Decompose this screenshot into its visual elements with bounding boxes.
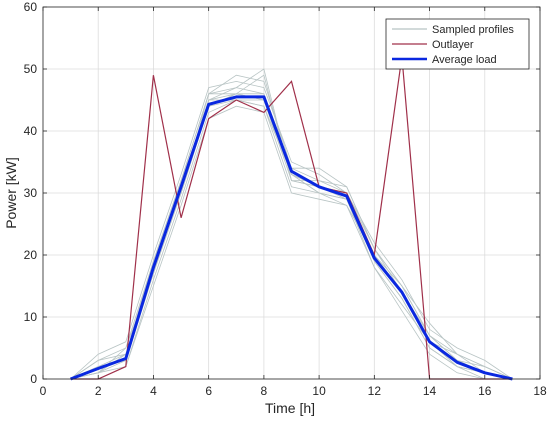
tick-labels: 0 2 4 6 8 10 12 14 16 18 0 10 20 30 40 50 60 xyxy=(24,0,547,398)
legend: Sampled profiles Outlayer Average load xyxy=(385,18,530,70)
y-tick-label: 0 xyxy=(30,372,37,386)
x-tick-label: 0 xyxy=(40,384,47,398)
y-tick-label: 50 xyxy=(24,62,38,76)
sampled-profile-line xyxy=(70,99,513,380)
x-axis-label: Time [h] xyxy=(265,400,315,416)
sampled-profile-line xyxy=(70,105,513,380)
sampled-profile-line xyxy=(70,99,513,380)
y-tick-label: 30 xyxy=(24,186,38,200)
average-load-line xyxy=(70,95,513,381)
x-tick-label: 8 xyxy=(261,384,268,398)
x-tick-label: 10 xyxy=(312,384,326,398)
x-tick-label: 4 xyxy=(150,384,157,398)
x-tick-label: 2 xyxy=(95,384,102,398)
x-tick-label: 14 xyxy=(423,384,437,398)
x-tick-label: 16 xyxy=(478,384,492,398)
legend-label-sampled-profiles: Sampled profiles xyxy=(432,24,514,36)
sampled-profiles-lines xyxy=(70,68,513,380)
sampled-profile-line xyxy=(70,99,513,380)
y-tick-label: 60 xyxy=(24,0,38,14)
y-axis-label: Power [kW] xyxy=(3,157,19,229)
x-tick-label: 12 xyxy=(368,384,382,398)
sampled-profile-line xyxy=(70,80,513,380)
legend-label-outlayer: Outlayer xyxy=(432,39,474,51)
legend-label-average-load: Average load xyxy=(432,54,497,66)
axes xyxy=(42,6,541,380)
y-tick-label: 20 xyxy=(24,248,38,262)
sampled-profile-line xyxy=(70,93,513,380)
sampled-profile-line xyxy=(70,93,513,380)
y-tick-label: 10 xyxy=(24,310,38,324)
y-tick-label: 40 xyxy=(24,124,38,138)
legend-box xyxy=(385,18,530,70)
x-tick-label: 18 xyxy=(533,384,547,398)
sampled-profile-line xyxy=(70,93,513,380)
x-tick-label: 6 xyxy=(205,384,212,398)
